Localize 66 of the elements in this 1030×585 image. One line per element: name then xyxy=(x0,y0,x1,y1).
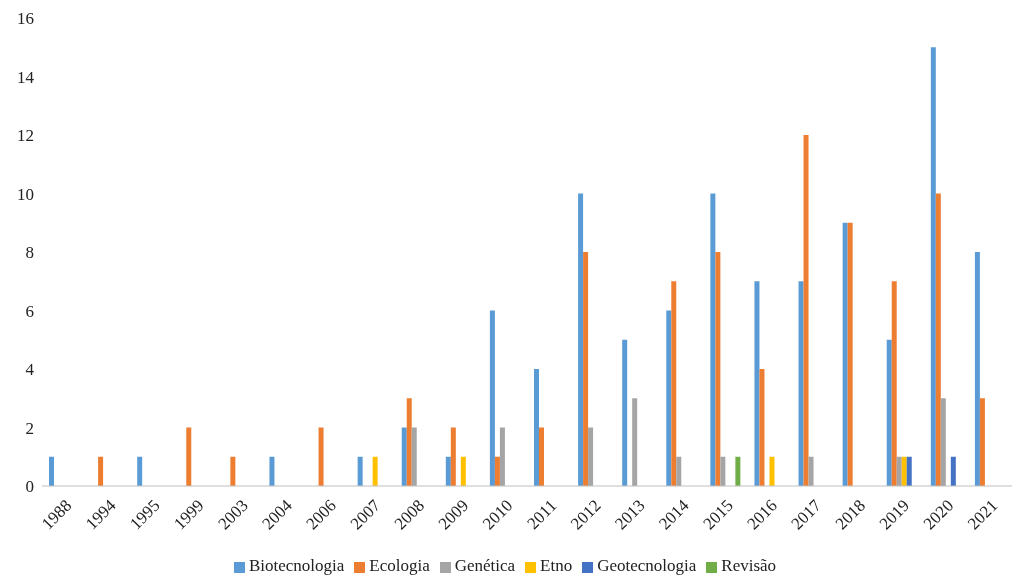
bar xyxy=(186,427,192,486)
bar xyxy=(372,456,378,486)
bar xyxy=(798,281,804,486)
bar xyxy=(318,427,324,486)
bar xyxy=(847,222,853,486)
bar xyxy=(720,456,726,486)
bar xyxy=(754,281,760,486)
bar xyxy=(935,193,941,486)
y-tick-label: 8 xyxy=(25,243,34,263)
bar xyxy=(269,456,275,486)
y-tick-label: 4 xyxy=(25,360,35,380)
y-tick-label: 2 xyxy=(25,418,34,438)
bar xyxy=(676,456,682,486)
bar xyxy=(460,456,466,486)
bar xyxy=(357,456,363,486)
bar xyxy=(906,456,912,486)
bar xyxy=(450,427,456,486)
bar xyxy=(769,456,775,486)
bar xyxy=(842,222,848,486)
bar xyxy=(940,398,946,486)
bar xyxy=(406,398,412,486)
bar xyxy=(411,427,417,486)
bar xyxy=(735,456,741,486)
bar xyxy=(98,456,104,486)
y-tick-label: 12 xyxy=(17,126,34,146)
bar xyxy=(137,456,143,486)
legend-label: Genética xyxy=(454,556,516,575)
bar xyxy=(622,339,628,486)
bar xyxy=(578,193,584,486)
bar xyxy=(979,398,985,486)
bar xyxy=(445,456,451,486)
bar xyxy=(499,427,505,486)
bar xyxy=(632,398,638,486)
y-tick-label: 6 xyxy=(25,301,34,321)
y-tick-label: 14 xyxy=(17,67,35,87)
legend-label: Etno xyxy=(540,556,573,575)
y-tick-label: 10 xyxy=(17,184,34,204)
bar xyxy=(49,456,54,486)
bar xyxy=(974,252,980,486)
bar xyxy=(489,310,495,486)
y-tick-label: 16 xyxy=(17,9,34,29)
bar xyxy=(886,339,892,486)
bar xyxy=(950,456,956,486)
bar xyxy=(666,310,672,486)
bar xyxy=(671,281,677,486)
y-tick-label: 0 xyxy=(25,477,34,497)
bar xyxy=(494,456,500,486)
bar xyxy=(588,427,594,486)
bar xyxy=(534,369,539,486)
bar xyxy=(710,193,716,486)
bar xyxy=(808,456,814,486)
bar xyxy=(539,427,544,486)
bar xyxy=(230,456,236,486)
bar xyxy=(715,252,721,486)
bar xyxy=(803,135,809,486)
bar xyxy=(891,281,897,486)
bar xyxy=(401,427,407,486)
bar xyxy=(896,456,902,486)
bar xyxy=(759,369,765,486)
bar xyxy=(901,456,907,486)
legend-label: Revisão xyxy=(721,556,777,575)
legend-label: Biotecnologia xyxy=(248,556,345,575)
legend-label: Ecologia xyxy=(369,556,430,575)
legend-label: Geotecnologia xyxy=(597,556,697,575)
bar xyxy=(583,252,589,486)
bar xyxy=(930,47,936,486)
